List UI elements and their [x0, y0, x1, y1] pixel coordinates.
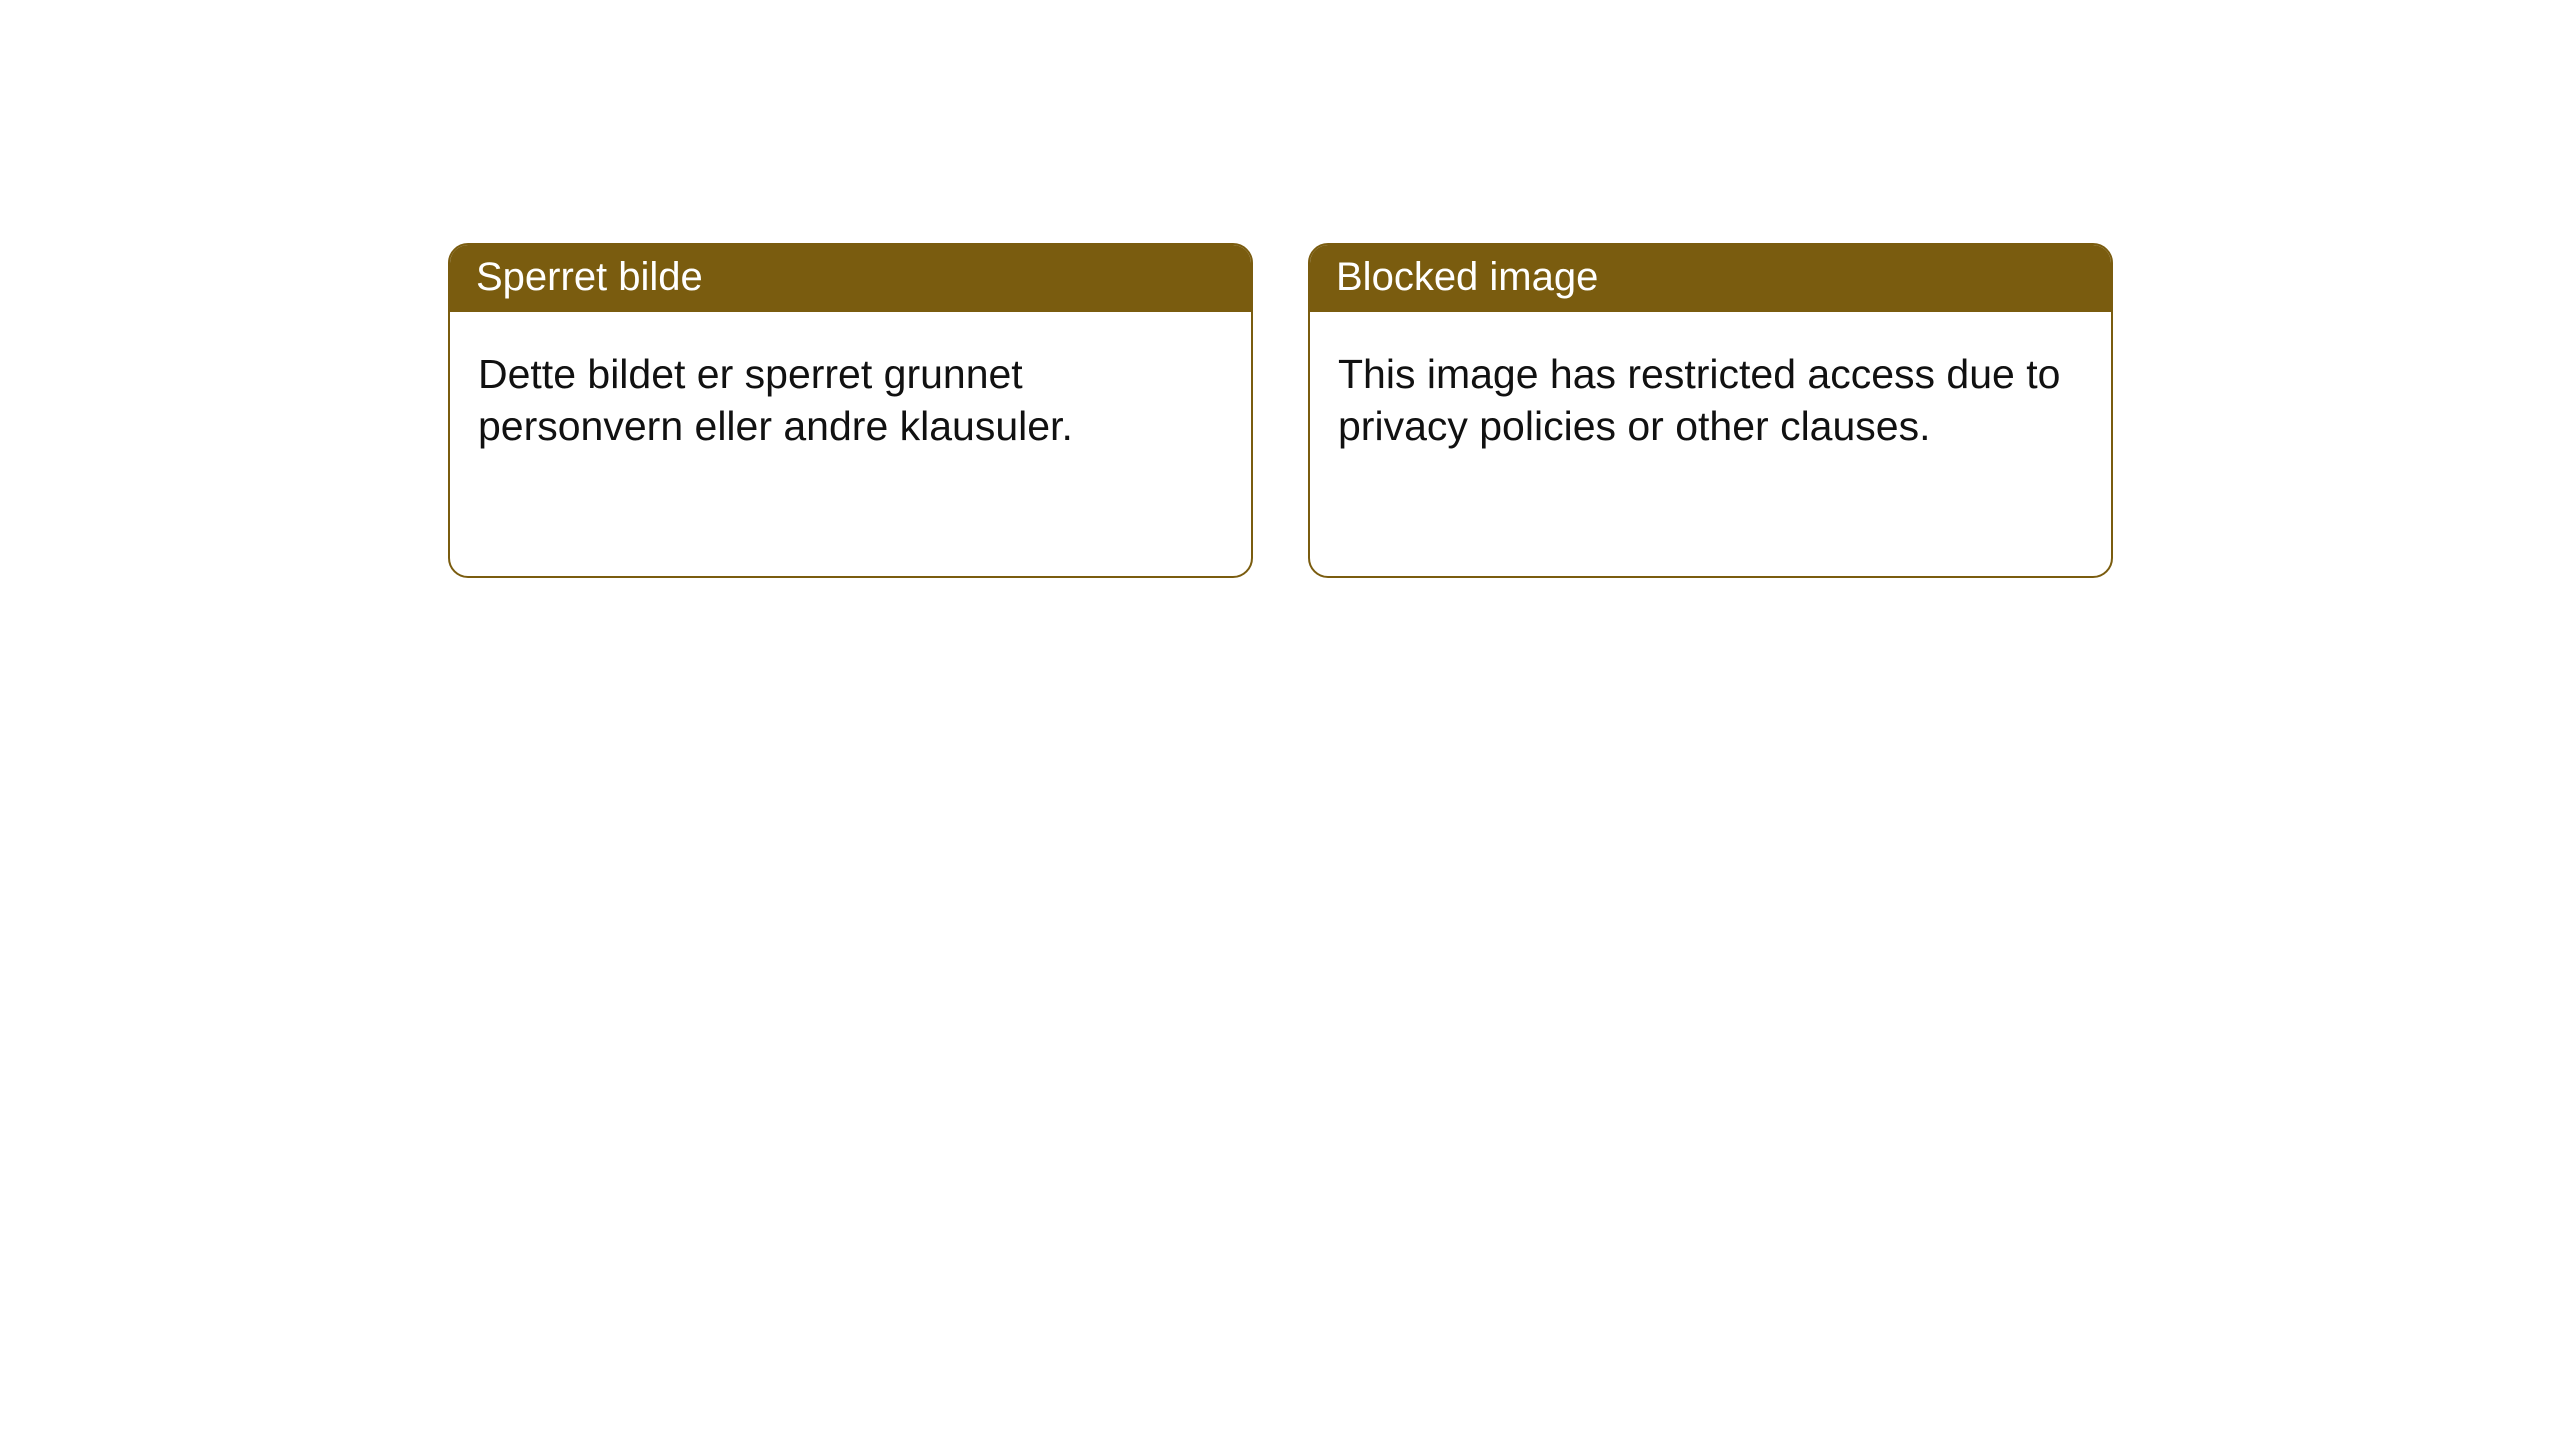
notice-card-norwegian: Sperret bilde Dette bildet er sperret gr… [448, 243, 1253, 578]
notice-title: Sperret bilde [450, 245, 1251, 312]
notice-body-text: This image has restricted access due to … [1310, 312, 2111, 489]
notice-container: Sperret bilde Dette bildet er sperret gr… [0, 0, 2560, 578]
notice-body-text: Dette bildet er sperret grunnet personve… [450, 312, 1251, 489]
notice-title: Blocked image [1310, 245, 2111, 312]
notice-card-english: Blocked image This image has restricted … [1308, 243, 2113, 578]
